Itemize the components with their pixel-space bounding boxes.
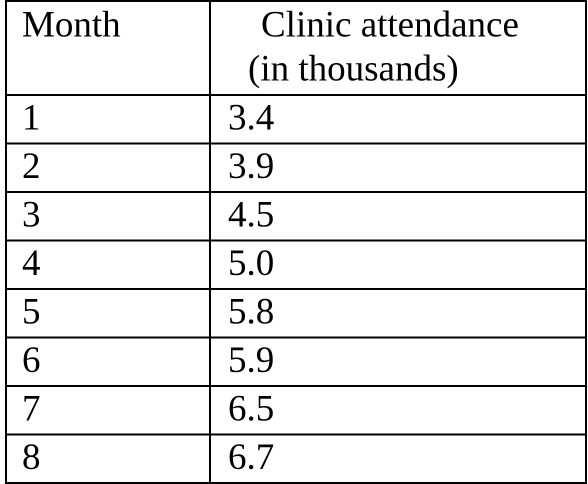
month-cell: 8 xyxy=(22,437,41,478)
month-cell: 1 xyxy=(22,98,41,139)
header-cell: Clinic attendance xyxy=(261,4,519,45)
attendance-cell: 5.0 xyxy=(228,243,274,284)
attendance-cell: 3.9 xyxy=(228,146,274,187)
header-cell: Month xyxy=(22,4,121,45)
month-cell: 3 xyxy=(22,195,41,236)
month-cell: 7 xyxy=(22,389,41,430)
attendance-cell: 3.4 xyxy=(228,98,274,139)
attendance-cell: 5.9 xyxy=(228,340,274,381)
month-cell: 2 xyxy=(22,146,41,187)
attendance-cell: 5.8 xyxy=(228,292,274,333)
attendance-cell: 4.5 xyxy=(228,195,274,236)
header-cell: (in thousands) xyxy=(248,48,459,89)
month-cell: 5 xyxy=(22,292,41,333)
month-cell: 4 xyxy=(22,243,41,284)
attendance-cell: 6.5 xyxy=(228,389,274,430)
month-cell: 6 xyxy=(22,340,41,381)
attendance-cell: 6.7 xyxy=(228,437,274,478)
